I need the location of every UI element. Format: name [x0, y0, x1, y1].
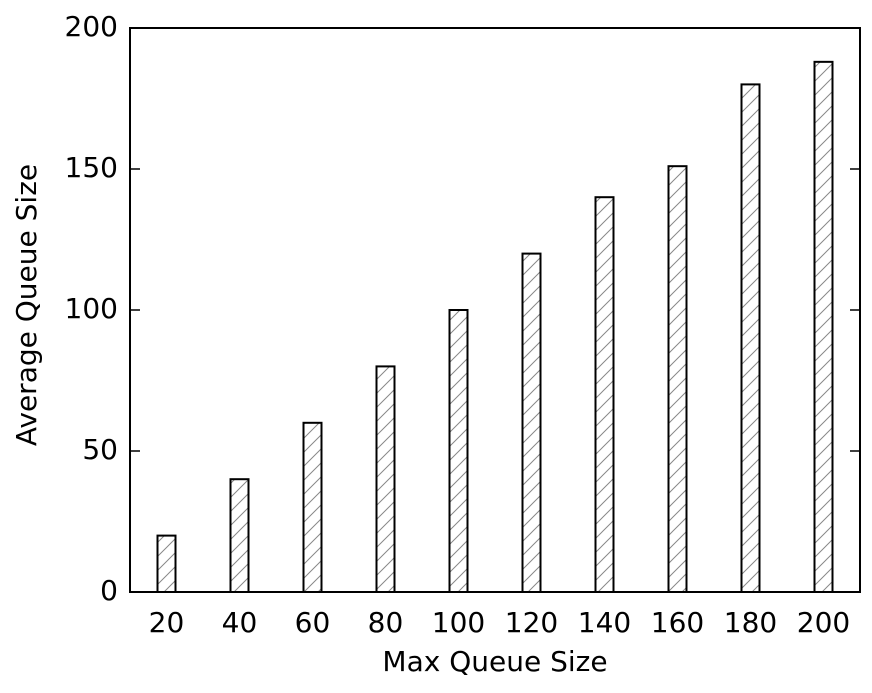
bar — [375, 365, 396, 593]
x-tick-label: 40 — [222, 606, 258, 639]
bar — [156, 534, 177, 593]
x-tick-label: 140 — [578, 606, 631, 639]
x-tick-label: 200 — [797, 606, 850, 639]
x-axis-label: Max Queue Size — [382, 645, 607, 678]
x-tick-label: 120 — [505, 606, 558, 639]
bar — [229, 478, 250, 594]
y-tick-label: 200 — [65, 10, 118, 43]
bar — [521, 252, 542, 593]
x-tick-label: 20 — [149, 606, 185, 639]
x-tick-label: 180 — [724, 606, 777, 639]
y-tick-label: 50 — [82, 433, 118, 466]
x-tick-label: 80 — [368, 606, 404, 639]
bar — [813, 60, 834, 593]
bar — [448, 309, 469, 593]
x-tick-label: 160 — [651, 606, 704, 639]
y-tick-label: 150 — [65, 151, 118, 184]
bar — [667, 165, 688, 593]
bar — [740, 83, 761, 594]
bar — [594, 196, 615, 593]
bar — [302, 421, 323, 593]
y-axis-label: Average Queue Size — [10, 164, 43, 446]
x-tick-label: 100 — [432, 606, 485, 639]
y-tick-label: 100 — [65, 292, 118, 325]
x-tick-label: 60 — [295, 606, 331, 639]
y-tick-label: 0 — [100, 574, 118, 607]
